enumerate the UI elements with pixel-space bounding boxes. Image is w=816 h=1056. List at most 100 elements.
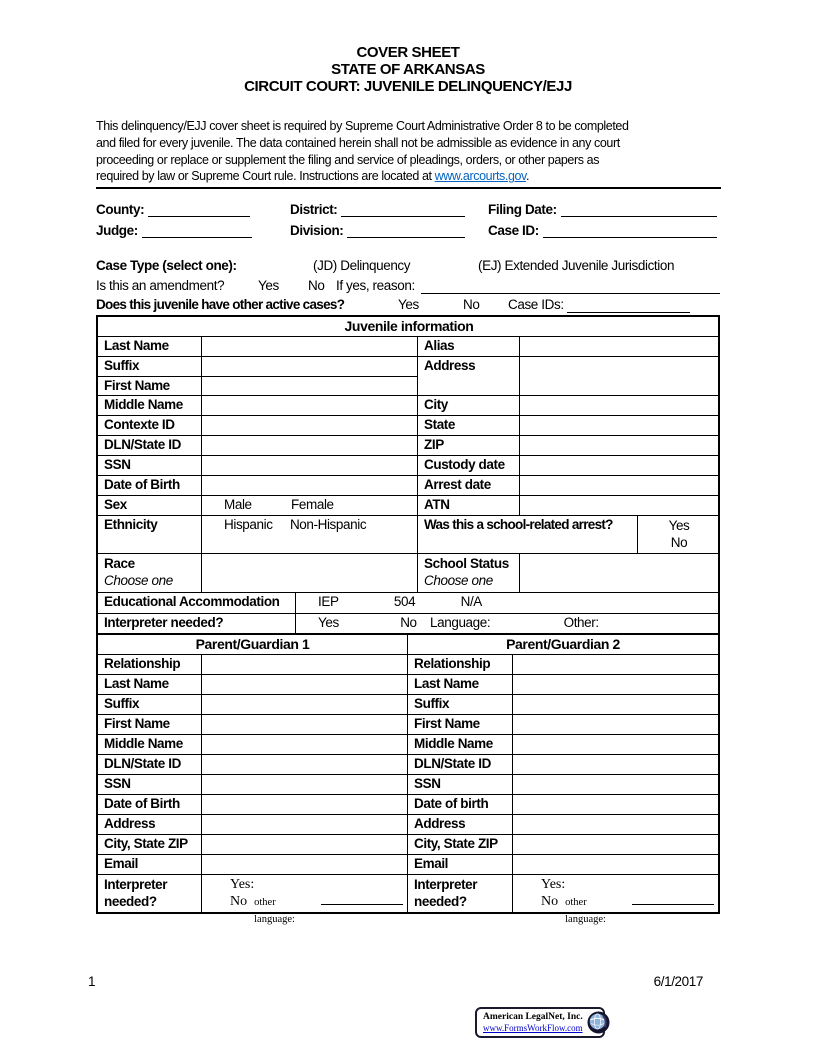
juvenile-state-input[interactable] [519, 416, 718, 435]
sex-female-option[interactable]: Female [291, 497, 334, 512]
parent1-address-input[interactable] [201, 815, 407, 834]
active-cases-no-option[interactable]: No [463, 297, 480, 312]
active-case-ids-label: Case IDs: [508, 297, 564, 312]
school-arrest-no-option[interactable]: No [670, 535, 688, 550]
parent1-ssn-input[interactable] [201, 775, 407, 794]
juvenile-ethnicity-options: Hispanic Non-Hispanic [201, 516, 417, 553]
juvenile-city-input[interactable] [519, 396, 718, 415]
juvenile-middle-name-input[interactable] [201, 396, 417, 415]
page-number: 1 [88, 974, 96, 989]
table-row: DLN/State ID DLN/State ID [98, 754, 718, 774]
juvenile-arrest-date-input[interactable] [519, 476, 718, 495]
parent2-header: Parent/Guardian 2 [407, 635, 718, 654]
parent1-first-name-input[interactable] [201, 715, 407, 734]
case-type-ej-option[interactable]: (EJ) Extended Juvenile Jurisdiction [478, 258, 675, 273]
parent1-email-input[interactable] [201, 855, 407, 874]
parent2-interpreter-yes-option[interactable]: Yes: [541, 877, 566, 892]
case-id-input[interactable] [542, 223, 717, 238]
parent1-dln-input[interactable] [201, 755, 407, 774]
table-row: Interpreter needed? Yes: No other langua… [98, 874, 718, 925]
parent1-dob-input[interactable] [201, 795, 407, 814]
district-field: District: [290, 199, 465, 217]
juvenile-last-name-input[interactable] [201, 337, 417, 356]
juvenile-school-status-input[interactable] [519, 554, 718, 592]
edu-504-option[interactable]: 504 [393, 594, 416, 609]
amendment-reason-input[interactable] [421, 278, 720, 294]
table-row: Address Address [98, 814, 718, 834]
table-row: SSN SSN [98, 774, 718, 794]
juvenile-atn-input[interactable] [519, 496, 718, 515]
parent2-city-state-zip-label: City, State ZIP [407, 835, 512, 854]
parent1-interpreter-no-option[interactable]: No [230, 894, 248, 909]
parent1-interpreter-yes-option[interactable]: Yes: [230, 877, 255, 892]
juvenile-zip-input[interactable] [519, 436, 718, 455]
juvenile-address-input[interactable] [519, 357, 718, 395]
parent1-other-language-input[interactable] [320, 894, 403, 905]
juvenile-dob-input[interactable] [201, 476, 417, 495]
county-input[interactable] [148, 202, 250, 217]
parent1-middle-name-input[interactable] [201, 735, 407, 754]
active-cases-yes-option[interactable]: Yes [398, 297, 419, 312]
parent2-address-input[interactable] [512, 815, 718, 834]
amendment-no-option[interactable]: No [308, 278, 325, 293]
juvenile-arrest-date-label: Arrest date [417, 476, 519, 495]
parent2-dob-label: Date of birth [407, 795, 512, 814]
parent2-email-input[interactable] [512, 855, 718, 874]
parent2-middle-name-input[interactable] [512, 735, 718, 754]
juvenile-suffix-input[interactable] [201, 357, 417, 376]
interpreter-yes-option[interactable]: Yes [318, 615, 339, 630]
parent2-email-label: Email [407, 855, 512, 874]
parent2-last-name-input[interactable] [512, 675, 718, 694]
juvenile-first-name-label: First Name [104, 378, 170, 393]
parent2-ssn-input[interactable] [512, 775, 718, 794]
intro-text: This delinquency/EJJ cover sheet is requ… [96, 119, 629, 184]
school-arrest-yes-option[interactable]: Yes [668, 518, 690, 533]
interpreter-no-option[interactable]: No [400, 615, 417, 630]
juvenile-alias-input[interactable] [519, 337, 718, 356]
juvenile-race-input[interactable] [201, 554, 417, 592]
parent2-dln-input[interactable] [512, 755, 718, 774]
formsworkflow-link[interactable]: www.FormsWorkFlow.com [483, 1022, 583, 1033]
table-row: Date of Birth Arrest date [98, 475, 718, 495]
table-row-group-address: Suffix First Name Address [98, 356, 718, 395]
parent2-suffix-input[interactable] [512, 695, 718, 714]
juvenile-contexte-id-input[interactable] [201, 416, 417, 435]
ethnicity-hispanic-option[interactable]: Hispanic [224, 517, 273, 532]
sex-male-option[interactable]: Male [224, 497, 252, 512]
parent1-interpreter-options: Yes: No other language: [201, 875, 407, 925]
parent1-relationship-input[interactable] [201, 655, 407, 674]
juvenile-ssn-label: SSN [104, 457, 131, 472]
juvenile-custody-date-input[interactable] [519, 456, 718, 475]
parent2-dob-input[interactable] [512, 795, 718, 814]
district-input[interactable] [341, 202, 465, 217]
parent1-suffix-input[interactable] [201, 695, 407, 714]
amendment-yes-option[interactable]: Yes [258, 278, 279, 293]
table-row: Middle Name City [98, 395, 718, 415]
filing-date-input[interactable] [560, 202, 717, 217]
parent2-middle-name-label: Middle Name [407, 735, 512, 754]
arcourts-link[interactable]: www.arcourts.gov [434, 169, 527, 184]
parent2-first-name-input[interactable] [512, 715, 718, 734]
juvenile-dln-input[interactable] [201, 436, 417, 455]
juvenile-first-name-input[interactable] [201, 377, 417, 395]
edu-iep-option[interactable]: IEP [318, 594, 339, 609]
parent2-city-state-zip-input[interactable] [512, 835, 718, 854]
juvenile-ssn-input[interactable] [201, 456, 417, 475]
parent2-interpreter-no-option[interactable]: No [541, 894, 559, 909]
ethnicity-non-hispanic-option[interactable]: Non-Hispanic [289, 517, 367, 532]
parent2-relationship-input[interactable] [512, 655, 718, 674]
case-type-jd-option[interactable]: (JD) Delinquency [313, 258, 411, 273]
parent2-other-language-input[interactable] [631, 894, 714, 905]
juvenile-zip-label: ZIP [417, 436, 519, 455]
parent1-first-name-label: First Name [104, 716, 170, 731]
edu-na-option[interactable]: N/A [460, 594, 483, 609]
active-case-ids-input[interactable] [567, 297, 690, 313]
parent1-city-state-zip-input[interactable] [201, 835, 407, 854]
division-input[interactable] [347, 223, 465, 238]
table-row: SSN Custody date [98, 455, 718, 475]
table-row: First Name [98, 376, 417, 395]
judge-input[interactable] [141, 223, 252, 238]
parent1-last-name-input[interactable] [201, 675, 407, 694]
table-row: Middle Name Middle Name [98, 734, 718, 754]
